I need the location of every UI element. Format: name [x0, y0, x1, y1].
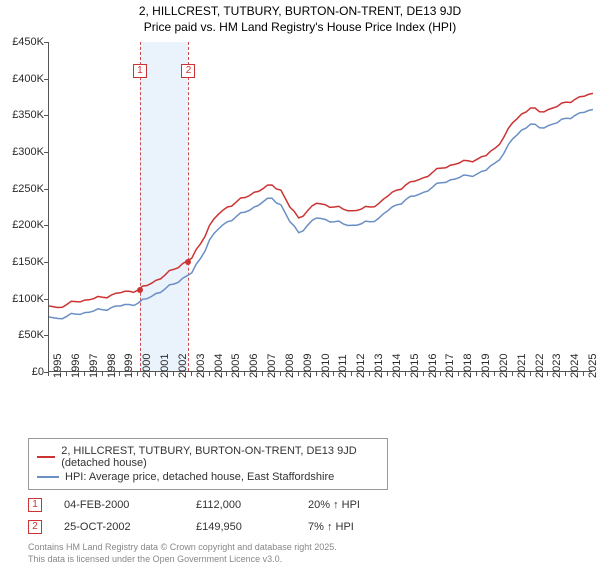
sale-date: 04-FEB-2000	[64, 499, 174, 511]
series-price_paid	[49, 93, 593, 307]
chart-wrap: 12 £0£50K£100K£150K£200K£250K£300K£350K£…	[0, 38, 600, 418]
x-tick-label: 2007	[266, 354, 278, 378]
legend-swatch	[37, 476, 59, 478]
y-tick-label: £250K	[12, 183, 44, 195]
event-marker: 2	[181, 64, 195, 78]
x-tick-label: 2021	[516, 354, 528, 378]
event-marker: 1	[133, 64, 147, 78]
y-tick-label: £150K	[12, 256, 44, 268]
sale-date: 25-OCT-2002	[64, 521, 174, 533]
sale-point	[185, 259, 191, 265]
credits-line-2: This data is licensed under the Open Gov…	[28, 554, 584, 565]
y-tick-label: £50K	[18, 329, 44, 341]
legend-label: 2, HILLCREST, TUTBURY, BURTON-ON-TRENT, …	[61, 445, 379, 469]
x-tick-label: 2016	[427, 354, 439, 378]
x-tick-label: 1996	[70, 354, 82, 378]
legend-item: HPI: Average price, detached house, East…	[37, 471, 379, 483]
x-tick-label: 2023	[551, 354, 563, 378]
legend-label: HPI: Average price, detached house, East…	[65, 471, 334, 483]
x-tick-label: 2018	[462, 354, 474, 378]
sale-diff: 20% ↑ HPI	[308, 499, 360, 511]
chart-container: 2, HILLCREST, TUTBURY, BURTON-ON-TRENT, …	[0, 0, 600, 560]
legend-item: 2, HILLCREST, TUTBURY, BURTON-ON-TRENT, …	[37, 445, 379, 469]
x-tick-label: 2024	[569, 354, 581, 378]
y-tick-label: £400K	[12, 73, 44, 85]
y-tick-label: £0	[32, 366, 44, 378]
title-block: 2, HILLCREST, TUTBURY, BURTON-ON-TRENT, …	[0, 0, 600, 36]
x-tick-label: 1999	[123, 354, 135, 378]
legend-swatch	[37, 456, 55, 458]
sale-row: 2 25-OCT-2002 £149,950 7% ↑ HPI	[28, 520, 584, 534]
y-tick-label: £200K	[12, 219, 44, 231]
sale-point	[137, 287, 143, 293]
series-hpi	[49, 110, 593, 319]
sale-row: 1 04-FEB-2000 £112,000 20% ↑ HPI	[28, 498, 584, 512]
title-line-1: 2, HILLCREST, TUTBURY, BURTON-ON-TRENT, …	[0, 4, 600, 18]
x-tick-label: 2001	[159, 354, 171, 378]
x-tick-label: 2006	[248, 354, 260, 378]
x-tick-label: 2022	[534, 354, 546, 378]
title-line-2: Price paid vs. HM Land Registry's House …	[0, 20, 600, 34]
x-tick-label: 2014	[391, 354, 403, 378]
x-tick-label: 2003	[195, 354, 207, 378]
sale-diff: 7% ↑ HPI	[308, 521, 354, 533]
sale-price: £149,950	[196, 521, 286, 533]
sale-marker: 1	[28, 498, 42, 512]
x-tick-label: 2000	[141, 354, 153, 378]
sale-marker: 2	[28, 520, 42, 534]
x-tick-label: 2012	[355, 354, 367, 378]
y-tick-label: £350K	[12, 109, 44, 121]
x-tick-label: 2009	[302, 354, 314, 378]
x-tick-label: 2025	[587, 354, 599, 378]
legend: 2, HILLCREST, TUTBURY, BURTON-ON-TRENT, …	[28, 438, 388, 490]
y-tick-label: £100K	[12, 293, 44, 305]
x-tick-label: 2017	[444, 354, 456, 378]
credits-line-1: Contains HM Land Registry data © Crown c…	[28, 542, 584, 554]
sale-price: £112,000	[196, 499, 286, 511]
line-series-svg	[49, 42, 593, 372]
x-tick-label: 2011	[337, 354, 349, 378]
x-tick-label: 1995	[52, 354, 64, 378]
x-tick-label: 2013	[373, 354, 385, 378]
x-tick-label: 2005	[230, 354, 242, 378]
plot-area: 12	[48, 42, 592, 372]
x-tick-label: 2010	[320, 354, 332, 378]
x-tick-label: 2015	[409, 354, 421, 378]
x-tick-label: 2020	[498, 354, 510, 378]
y-tick-label: £300K	[12, 146, 44, 158]
x-tick-label: 1998	[106, 354, 118, 378]
x-tick-label: 1997	[88, 354, 100, 378]
y-tick-label: £450K	[12, 36, 44, 48]
credits: Contains HM Land Registry data © Crown c…	[28, 542, 584, 565]
x-tick-label: 2019	[480, 354, 492, 378]
x-tick-label: 2004	[213, 354, 225, 378]
x-tick-label: 2008	[284, 354, 296, 378]
x-tick-label: 2002	[177, 354, 189, 378]
footer: 2, HILLCREST, TUTBURY, BURTON-ON-TRENT, …	[28, 438, 584, 565]
